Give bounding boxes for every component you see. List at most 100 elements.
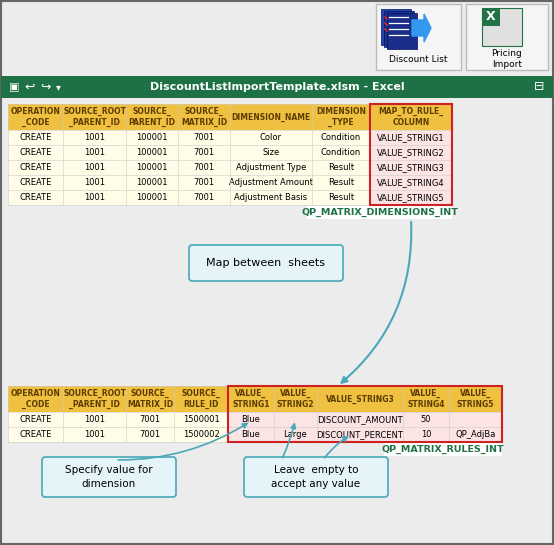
Text: DiscountListImportTemplate.xlsm - Excel: DiscountListImportTemplate.xlsm - Excel — [150, 82, 404, 92]
Text: QP_MATRIX_RULES_INT: QP_MATRIX_RULES_INT — [382, 445, 504, 454]
FancyBboxPatch shape — [1, 76, 553, 98]
Text: VALUE_STRING4: VALUE_STRING4 — [377, 178, 445, 187]
FancyBboxPatch shape — [384, 443, 502, 456]
Text: 100001: 100001 — [136, 148, 168, 157]
Text: 7001: 7001 — [140, 415, 161, 424]
Text: Pricing
Import: Pricing Import — [491, 49, 522, 69]
Text: SOURCE_ROOT
_PARENT_ID: SOURCE_ROOT _PARENT_ID — [63, 389, 126, 409]
Text: 1500002: 1500002 — [183, 430, 219, 439]
Text: 100001: 100001 — [136, 178, 168, 187]
Text: VALUE_STRING3: VALUE_STRING3 — [377, 163, 445, 172]
Text: Large: Large — [284, 430, 307, 439]
FancyBboxPatch shape — [482, 8, 500, 26]
Text: Adjustment Amount: Adjustment Amount — [229, 178, 313, 187]
Text: MAP_TO_RULE_
COLUMN: MAP_TO_RULE_ COLUMN — [378, 107, 444, 127]
FancyBboxPatch shape — [482, 8, 522, 46]
FancyBboxPatch shape — [274, 427, 317, 442]
Text: Result: Result — [328, 193, 354, 202]
Text: Size: Size — [263, 148, 280, 157]
Polygon shape — [412, 14, 431, 42]
Text: DIMENSION
_TYPE: DIMENSION _TYPE — [316, 107, 366, 127]
Text: ▣: ▣ — [9, 82, 19, 92]
Text: 1001: 1001 — [84, 133, 105, 142]
Text: CREATE: CREATE — [19, 178, 52, 187]
Text: DIMENSION_NAME: DIMENSION_NAME — [232, 112, 311, 122]
Text: VALUE_STRING5: VALUE_STRING5 — [377, 193, 445, 202]
FancyBboxPatch shape — [8, 104, 452, 130]
Text: 1001: 1001 — [84, 148, 105, 157]
Text: VALUE_
STRING5: VALUE_ STRING5 — [457, 389, 494, 409]
Text: 7001: 7001 — [193, 148, 214, 157]
FancyBboxPatch shape — [8, 386, 502, 412]
Text: CREATE: CREATE — [19, 415, 52, 424]
Text: Result: Result — [328, 178, 354, 187]
FancyBboxPatch shape — [370, 175, 452, 190]
Text: 1001: 1001 — [84, 193, 105, 202]
Text: 100001: 100001 — [136, 193, 168, 202]
FancyBboxPatch shape — [189, 245, 343, 281]
Text: Adjustment Basis: Adjustment Basis — [234, 193, 307, 202]
Text: 7001: 7001 — [193, 133, 214, 142]
FancyBboxPatch shape — [8, 386, 502, 442]
Text: OPERATION
_CODE: OPERATION _CODE — [11, 389, 60, 409]
Text: DISCOUNT_PERCENT: DISCOUNT_PERCENT — [316, 430, 403, 439]
FancyBboxPatch shape — [228, 412, 274, 427]
Text: SOURCE_
MATRIX_ID: SOURCE_ MATRIX_ID — [181, 107, 227, 127]
FancyBboxPatch shape — [466, 4, 548, 70]
FancyBboxPatch shape — [384, 11, 414, 47]
FancyBboxPatch shape — [376, 4, 461, 70]
FancyBboxPatch shape — [381, 9, 411, 45]
Text: ↪: ↪ — [41, 81, 52, 94]
Text: QP_MATRIX_DIMENSIONS_INT: QP_MATRIX_DIMENSIONS_INT — [301, 208, 458, 217]
Text: VALUE_STRING2: VALUE_STRING2 — [377, 148, 445, 157]
FancyBboxPatch shape — [370, 160, 452, 175]
Text: OPERATION
_CODE: OPERATION _CODE — [11, 107, 60, 127]
Text: ↩: ↩ — [25, 81, 35, 94]
Text: CREATE: CREATE — [19, 193, 52, 202]
Text: 1500001: 1500001 — [183, 415, 219, 424]
Text: 100001: 100001 — [136, 133, 168, 142]
Text: VALUE_
STRING1: VALUE_ STRING1 — [232, 389, 270, 409]
Text: Color: Color — [260, 133, 282, 142]
Text: CREATE: CREATE — [19, 163, 52, 172]
FancyBboxPatch shape — [387, 13, 417, 49]
Text: CREATE: CREATE — [19, 133, 52, 142]
FancyBboxPatch shape — [307, 206, 452, 219]
Text: 1001: 1001 — [84, 415, 105, 424]
FancyBboxPatch shape — [449, 427, 502, 442]
Text: 100001: 100001 — [136, 163, 168, 172]
Text: SOURCE_
PARENT_ID: SOURCE_ PARENT_ID — [129, 107, 176, 127]
Text: VALUE_
STRING4: VALUE_ STRING4 — [407, 389, 445, 409]
FancyBboxPatch shape — [8, 104, 452, 205]
Text: VALUE_STRING1: VALUE_STRING1 — [377, 133, 445, 142]
Text: 7001: 7001 — [193, 178, 214, 187]
FancyBboxPatch shape — [370, 190, 452, 205]
Text: Result: Result — [328, 163, 354, 172]
FancyBboxPatch shape — [370, 130, 452, 145]
Text: Discount List: Discount List — [389, 54, 448, 64]
FancyBboxPatch shape — [317, 412, 403, 427]
FancyBboxPatch shape — [317, 427, 403, 442]
Text: 7001: 7001 — [140, 430, 161, 439]
Text: Leave  empty to
accept any value: Leave empty to accept any value — [271, 465, 361, 489]
Text: SOURCE_ROOT
_PARENT_ID: SOURCE_ROOT _PARENT_ID — [63, 107, 126, 127]
Text: 10: 10 — [420, 430, 431, 439]
Text: Map between  sheets: Map between sheets — [207, 258, 326, 268]
Text: 7001: 7001 — [193, 163, 214, 172]
Text: 1001: 1001 — [84, 178, 105, 187]
Text: VALUE_
STRING2: VALUE_ STRING2 — [277, 389, 314, 409]
Text: Blue: Blue — [242, 415, 260, 424]
FancyBboxPatch shape — [370, 145, 452, 160]
Text: SOURCE_
MATRIX_ID: SOURCE_ MATRIX_ID — [127, 389, 173, 409]
Text: ▾: ▾ — [55, 82, 60, 92]
FancyBboxPatch shape — [449, 412, 502, 427]
Text: ⊟: ⊟ — [534, 81, 544, 94]
FancyBboxPatch shape — [42, 457, 176, 497]
Text: 50: 50 — [420, 415, 431, 424]
FancyBboxPatch shape — [403, 412, 449, 427]
Text: VALUE_STRING3: VALUE_STRING3 — [326, 395, 394, 403]
Text: DISCOUNT_AMOUNT: DISCOUNT_AMOUNT — [317, 415, 403, 424]
Text: 7001: 7001 — [193, 193, 214, 202]
Text: 1001: 1001 — [84, 430, 105, 439]
FancyBboxPatch shape — [403, 427, 449, 442]
